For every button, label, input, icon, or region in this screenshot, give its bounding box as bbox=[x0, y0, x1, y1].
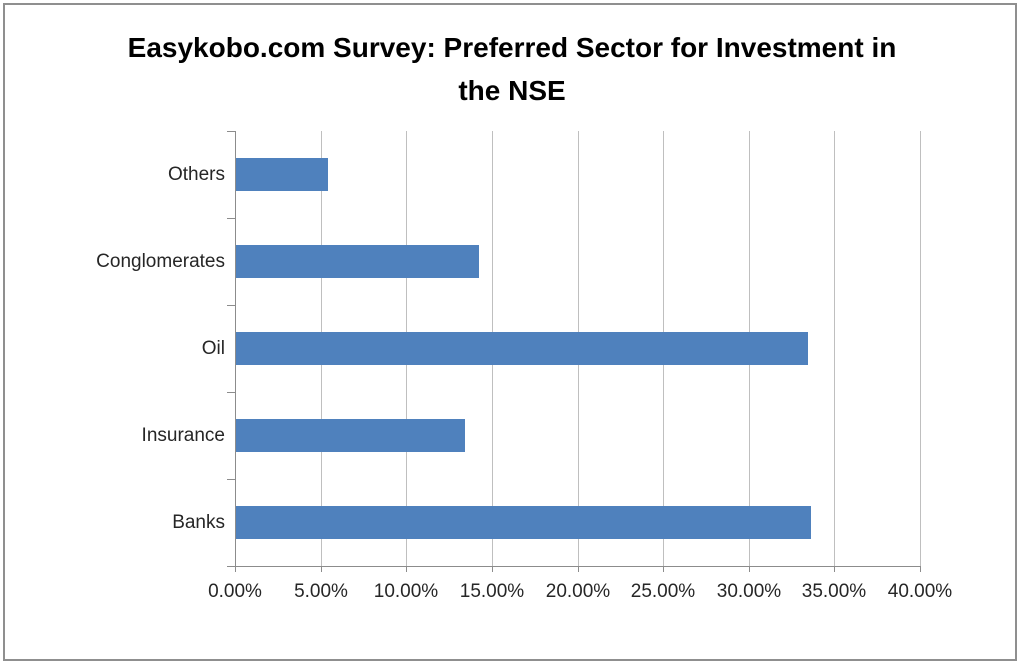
category-label: Others bbox=[167, 164, 225, 185]
major-gridline bbox=[834, 131, 836, 566]
value-axis-tick bbox=[235, 566, 236, 572]
value-tick-label: 15.00% bbox=[459, 581, 525, 602]
value-tick-label: 20.00% bbox=[545, 581, 611, 602]
value-axis-tick bbox=[406, 566, 408, 572]
plot-area bbox=[227, 131, 921, 572]
value-tick-label: 30.00% bbox=[716, 581, 782, 602]
value-tick-label: 40.00% bbox=[887, 581, 953, 602]
major-gridline bbox=[920, 131, 921, 566]
value-tick-label: 35.00% bbox=[801, 581, 867, 602]
category-label: Banks bbox=[172, 512, 225, 533]
value-axis-tick bbox=[320, 566, 322, 572]
bar-insurance bbox=[236, 419, 465, 452]
category-axis-tick bbox=[227, 392, 235, 393]
chart-title: Easykobo.com Survey: Preferred Sector fo… bbox=[0, 26, 1024, 112]
category-label: Oil bbox=[201, 338, 225, 359]
category-axis-tick bbox=[227, 566, 235, 567]
category-axis-tick bbox=[227, 218, 235, 219]
value-tick-label: 10.00% bbox=[373, 581, 439, 602]
image-frame-border bbox=[3, 3, 1017, 661]
value-axis-tick bbox=[577, 566, 579, 572]
value-axis-tick bbox=[834, 566, 836, 572]
category-label: Insurance bbox=[141, 425, 225, 446]
category-axis-labels: Others Conglomerates Oil Insurance Banks bbox=[0, 0, 225, 671]
category-axis-tick bbox=[227, 479, 235, 480]
bar-others bbox=[236, 158, 328, 191]
value-axis-tick bbox=[491, 566, 493, 572]
value-tick-label: 25.00% bbox=[630, 581, 696, 602]
bar-conglomerates bbox=[236, 245, 479, 278]
value-axis-tick bbox=[920, 566, 921, 572]
category-label: Conglomerates bbox=[96, 251, 225, 272]
bar-oil bbox=[236, 332, 808, 365]
chart-title-line-1: Easykobo.com Survey: Preferred Sector fo… bbox=[127, 32, 897, 63]
category-axis-tick bbox=[227, 131, 235, 132]
category-axis-line bbox=[235, 131, 236, 566]
bar-banks bbox=[236, 506, 811, 539]
value-tick-label: 0.00% bbox=[208, 581, 262, 602]
value-axis-tick bbox=[663, 566, 665, 572]
category-axis-tick bbox=[227, 305, 235, 306]
value-axis-tick bbox=[748, 566, 750, 572]
chart-title-line-2: the NSE bbox=[458, 75, 566, 106]
value-tick-label: 5.00% bbox=[294, 581, 348, 602]
